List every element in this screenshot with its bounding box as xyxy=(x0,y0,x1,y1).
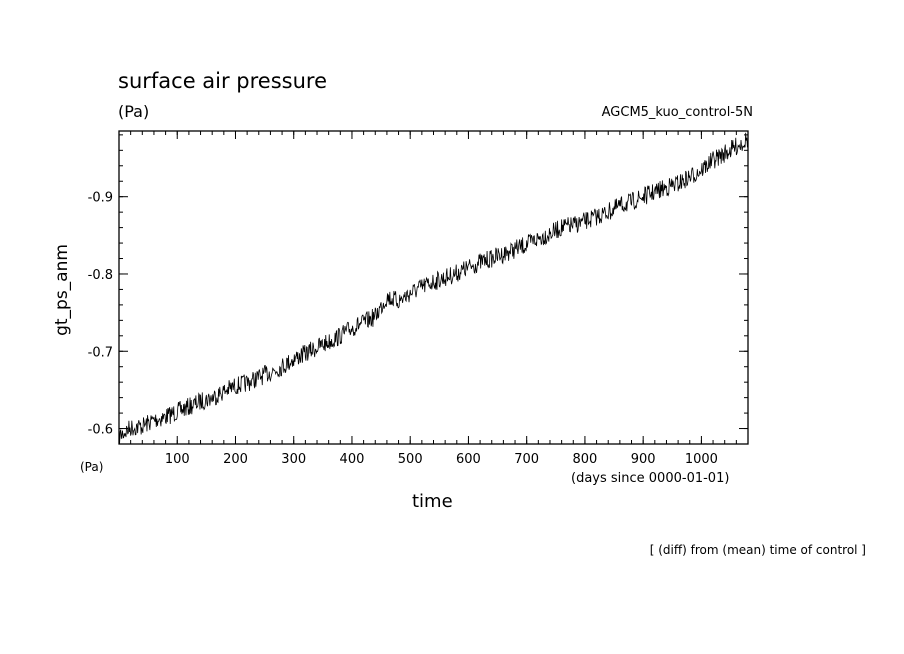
run-label: AGCM5_kuo_control-5N xyxy=(601,105,753,120)
comparison-note: [ (diff) from (mean) time of control ] xyxy=(649,543,866,557)
y-tick-label: -0.7 xyxy=(88,345,113,360)
plot-frame xyxy=(118,130,749,445)
x-axis-label: time xyxy=(412,491,453,512)
y-tick-label: -0.9 xyxy=(88,191,113,206)
x-tick-label: 400 xyxy=(340,452,365,467)
x-axis-unit: (days since 0000-01-01) xyxy=(571,471,730,486)
title-unit: (Pa) xyxy=(118,102,150,121)
x-tick-label: 300 xyxy=(281,452,306,467)
x-tick-label: 1000 xyxy=(685,452,718,467)
chart-title: surface air pressure xyxy=(118,69,328,93)
x-tick-label: 500 xyxy=(398,452,423,467)
x-tick-label: 700 xyxy=(514,452,539,467)
y-axis-unit: (Pa) xyxy=(80,460,104,474)
x-tick-label: 600 xyxy=(456,452,481,467)
x-tick-label: 900 xyxy=(631,452,656,467)
y-tick-label: -0.6 xyxy=(88,423,113,438)
x-tick-label: 200 xyxy=(223,452,248,467)
x-tick-label: 100 xyxy=(165,452,190,467)
y-tick-label: -0.8 xyxy=(88,268,113,283)
series-layer xyxy=(118,132,749,444)
x-tick-label: 800 xyxy=(573,452,598,467)
axis-ticks: 100 200 300 400 500 600 700 800 900 1000 -0.6 -0.7 -… xyxy=(88,131,748,467)
series-line xyxy=(118,132,749,444)
